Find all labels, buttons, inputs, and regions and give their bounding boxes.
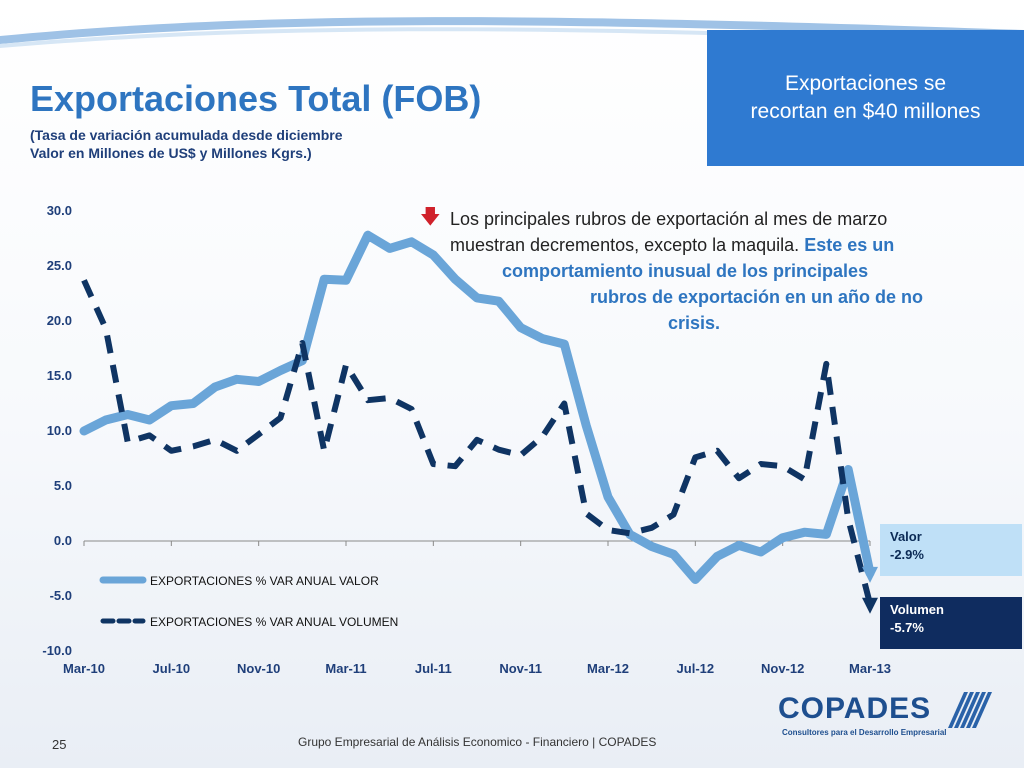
x-tick-label: Mar-11 — [325, 661, 366, 676]
x-axis: Mar-10 Jul-10 Nov-10 Mar-11 Jul-11 Nov-11 Mar-… — [63, 540, 891, 676]
y-tick-label: 25.0 — [47, 258, 72, 273]
copades-logo: COPADES Consultores para el Desarrollo E… — [778, 688, 998, 746]
y-tick-label: -5.0 — [50, 588, 72, 603]
logo-mark-icon — [948, 692, 992, 728]
comment-line-3: comportamiento inusual de los principale… — [502, 261, 869, 281]
valor-arrow-head — [862, 566, 878, 583]
headline-line-1: Exportaciones se — [784, 72, 947, 95]
y-tick-label: 5.0 — [54, 478, 72, 493]
x-tick-label: Jul-12 — [677, 661, 715, 676]
y-tick-label: -10.0 — [42, 643, 72, 658]
logo-name: COPADES — [778, 692, 932, 725]
logo-tagline: Consultores para el Desarrollo Empresari… — [782, 728, 947, 737]
series-line-valor — [79, 230, 875, 584]
series-layer — [79, 230, 878, 614]
page-title: Exportaciones Total (FOB) — [30, 78, 482, 119]
footer-text: Grupo Empresarial de Análisis Economico … — [298, 735, 657, 749]
y-axis: 30.0 25.0 20.0 15.0 10.0 5.0 0.0 -5.0 -10.0 — [42, 203, 72, 658]
y-tick-label: 30.0 — [47, 203, 72, 218]
line-chart: 30.0 25.0 20.0 15.0 10.0 5.0 0.0 -5.0 -10.0 Mar-… — [42, 203, 891, 676]
page-subtitle: (Tasa de variación acumulada desde dicie… — [30, 126, 450, 162]
x-tick-label: Jul-11 — [415, 661, 452, 676]
x-tick-label: Mar-13 — [849, 661, 891, 676]
down-arrow-icon: 🡇 — [420, 206, 441, 228]
comment-line-2b: Este es un — [804, 235, 895, 255]
valor-badge-label: Valor — [890, 529, 922, 544]
y-tick-label: 15.0 — [47, 368, 72, 383]
series-line-volumen — [81, 279, 873, 605]
subtitle-line-2: Valor en Millones de US$ y Millones Kgrs… — [30, 145, 312, 161]
subtitle-line-1: (Tasa de variación acumulada desde dicie… — [30, 127, 343, 143]
comment-line-1: Los principales rubros de exportación al… — [450, 209, 888, 229]
x-tick-label: Jul-10 — [153, 661, 191, 676]
legend-label-volumen: EXPORTACIONES % VAR ANUAL VOLUMEN — [150, 615, 398, 629]
volumen-badge: Volumen -5.7% — [880, 597, 1022, 649]
comment-line-2: muestran decrementos, excepto la maquila… — [450, 232, 894, 258]
comment-line-4: rubros de exportación en un año de no — [590, 287, 924, 307]
valor-badge: Valor -2.9% — [880, 524, 1022, 576]
x-tick-label: Mar-12 — [587, 661, 629, 676]
y-tick-label: 20.0 — [47, 313, 72, 328]
headline-line-2: recortan en $40 millones — [750, 100, 981, 123]
valor-badge-value: -2.9% — [890, 547, 924, 562]
legend: EXPORTACIONES % VAR ANUAL VALOR EXPORTACI… — [99, 574, 398, 629]
x-tick-label: Mar-10 — [63, 661, 105, 676]
header-swoosh — [0, 17, 1024, 48]
x-tick-label: Nov-12 — [761, 661, 804, 676]
headline-box: Exportaciones se recortan en $40 millone… — [707, 30, 1024, 166]
x-tick-label: Nov-11 — [499, 661, 542, 676]
volumen-badge-value: -5.7% — [890, 620, 924, 635]
volumen-badge-label: Volumen — [890, 602, 944, 617]
comment-line-5: crisis. — [668, 313, 721, 333]
y-tick-label: 0.0 — [54, 533, 72, 548]
y-tick-label: 10.0 — [47, 423, 72, 438]
comment-line-2a: muestran decrementos, excepto la maquila… — [450, 235, 805, 255]
page-number: 25 — [52, 737, 67, 752]
volumen-arrow-head — [862, 597, 878, 614]
legend-label-valor: EXPORTACIONES % VAR ANUAL VALOR — [150, 574, 379, 588]
x-tick-label: Nov-10 — [237, 661, 280, 676]
